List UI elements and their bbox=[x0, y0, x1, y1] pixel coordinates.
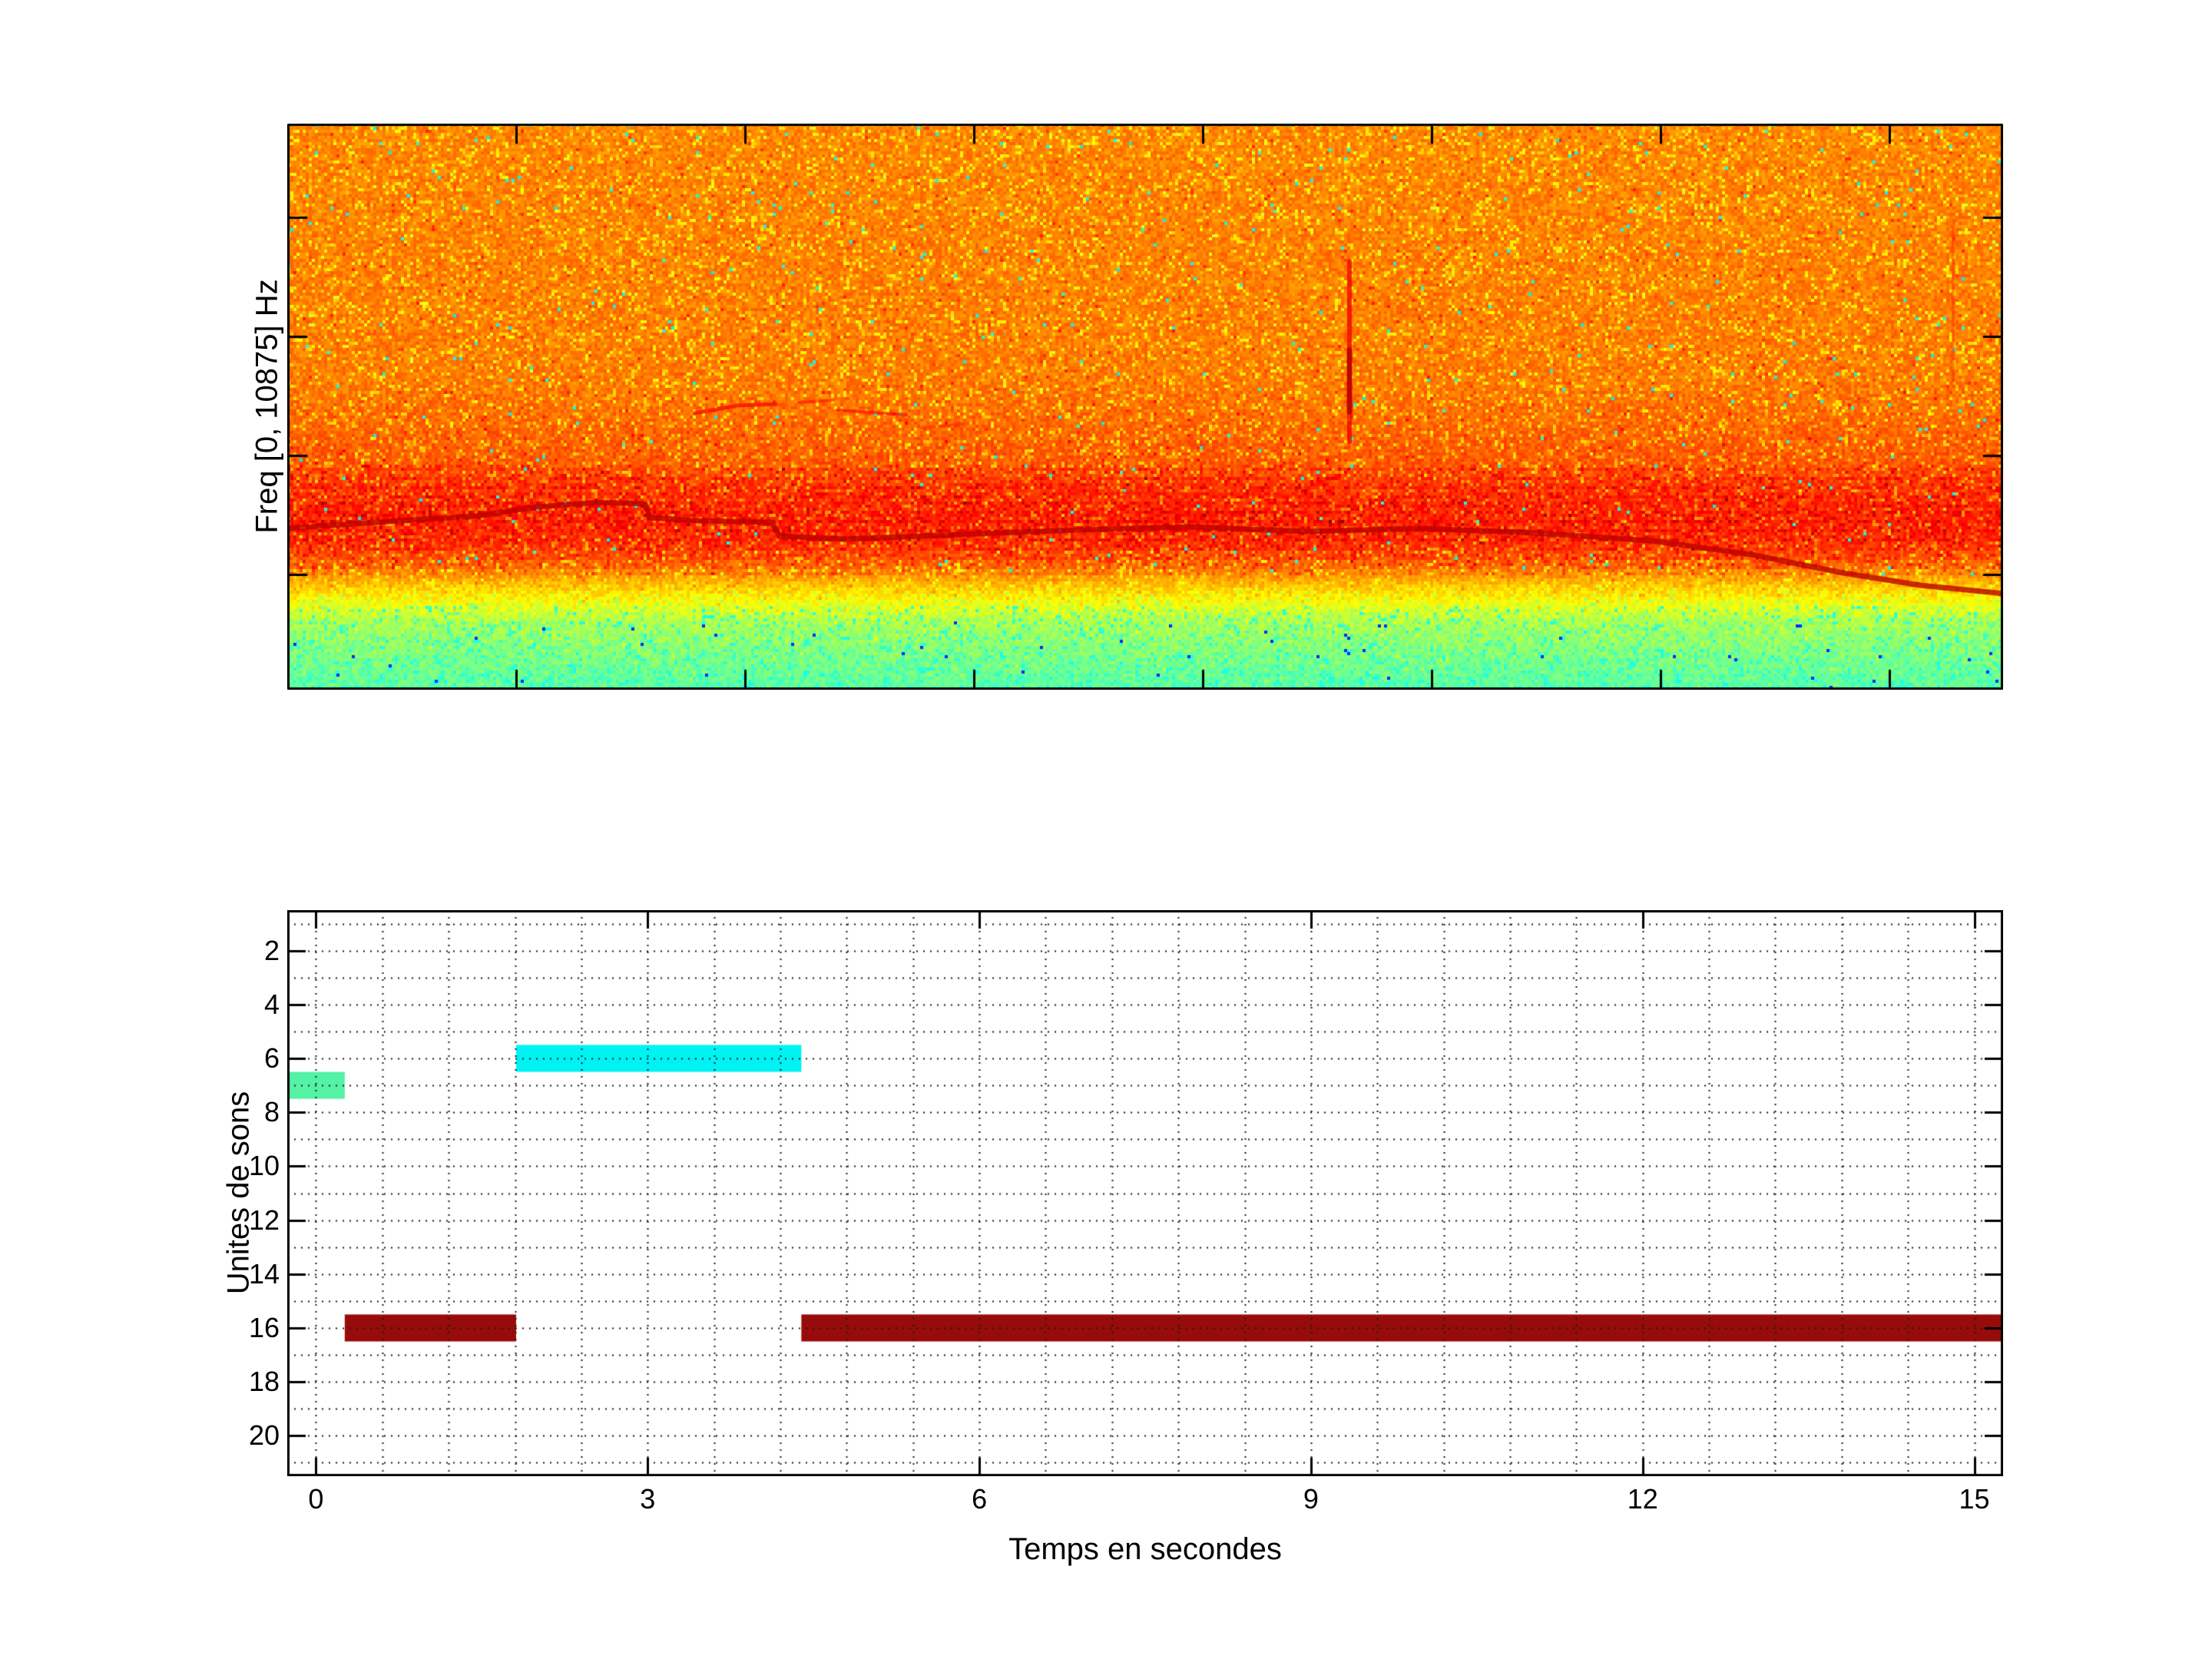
x-tick-label: 9 bbox=[1303, 1483, 1319, 1515]
spectrogram-ylabel: Freq [0, 10875] Hz bbox=[250, 279, 284, 534]
y-tick-label: 16 bbox=[248, 1311, 280, 1343]
spectrogram-canvas bbox=[287, 124, 2003, 690]
y-tick-label: 20 bbox=[248, 1419, 280, 1452]
timeline-canvas bbox=[287, 910, 2003, 1476]
x-tick-label: 6 bbox=[972, 1483, 988, 1515]
y-tick-label: 18 bbox=[248, 1366, 280, 1398]
timeline-xlabel: Temps en secondes bbox=[1008, 1532, 1282, 1566]
y-tick-label: 12 bbox=[248, 1204, 280, 1236]
y-tick-label: 8 bbox=[263, 1096, 280, 1128]
x-tick-label: 3 bbox=[640, 1483, 656, 1515]
x-tick-label: 15 bbox=[1959, 1483, 1990, 1515]
x-tick-label: 12 bbox=[1627, 1483, 1658, 1515]
x-tick-label: 0 bbox=[308, 1483, 324, 1515]
y-tick-label: 10 bbox=[248, 1150, 280, 1182]
y-tick-label: 14 bbox=[248, 1257, 280, 1290]
y-tick-label: 2 bbox=[263, 934, 280, 966]
y-tick-label: 6 bbox=[263, 1042, 280, 1075]
units-timeline-plot bbox=[287, 910, 2003, 1476]
y-tick-label: 4 bbox=[263, 988, 280, 1020]
spectrogram-plot bbox=[287, 124, 2003, 690]
